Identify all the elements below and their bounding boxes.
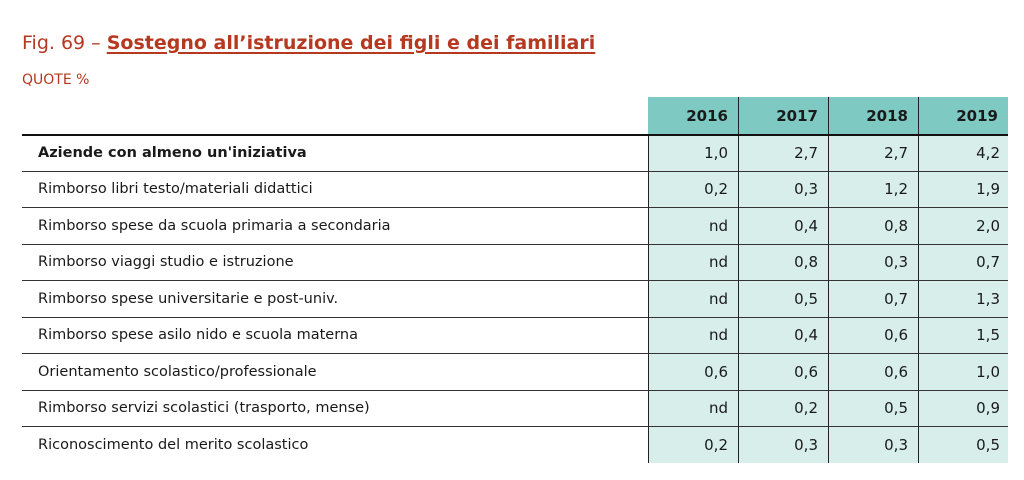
table-cell: 0,4 <box>738 208 828 244</box>
table-cell: 0,6 <box>828 317 918 353</box>
table-cell: 0,5 <box>918 427 1008 463</box>
figure-number: Fig. 69 – <box>22 32 101 54</box>
table-cell: 0,8 <box>738 244 828 280</box>
table-cell: 0,8 <box>828 208 918 244</box>
row-label: Rimborso spese da scuola primaria a seco… <box>38 217 391 234</box>
figure-title: Fig. 69 – Sostegno all’istruzione dei fi… <box>22 32 595 54</box>
table-cell: 0,6 <box>828 354 918 390</box>
table-row: Rimborso spese universitarie e post-univ… <box>22 280 1008 317</box>
table-cell: nd <box>648 317 738 353</box>
column-header: 2018 <box>828 97 918 134</box>
figure-title-text: Sostegno all’istruzione dei figli e dei … <box>106 32 596 54</box>
row-label: Rimborso servizi scolastici (trasporto, … <box>38 400 370 417</box>
header-label-cell <box>22 97 648 134</box>
table-cell: nd <box>648 208 738 244</box>
table-header-row: 2016 2017 2018 2019 <box>22 97 1008 134</box>
data-table: 2016 2017 2018 2019 Aziende con almeno u… <box>22 97 1008 463</box>
table-row: Rimborso libri testo/materiali didattici… <box>22 170 1008 207</box>
table-cell: 0,3 <box>828 427 918 463</box>
table-cell: 0,7 <box>918 244 1008 280</box>
table-cell: 0,2 <box>648 427 738 463</box>
table-row: Orientamento scolastico/professionale 0,… <box>22 353 1008 390</box>
table-cell: nd <box>648 281 738 317</box>
table-cell: 0,2 <box>738 390 828 426</box>
row-label: Rimborso spese universitarie e post-univ… <box>38 290 339 307</box>
row-label: Rimborso viaggi studio e istruzione <box>38 254 294 271</box>
column-header: 2016 <box>648 97 738 134</box>
table-cell: 0,5 <box>828 390 918 426</box>
table-cell: 0,7 <box>828 281 918 317</box>
table-cell: 0,2 <box>648 171 738 207</box>
figure-subtitle: QUOTE % <box>22 72 90 88</box>
table-row: Riconoscimento del merito scolastico 0,2… <box>22 426 1008 463</box>
row-label: Rimborso libri testo/materiali didattici <box>38 181 313 198</box>
table-cell: nd <box>648 244 738 280</box>
table-cell: 0,4 <box>738 317 828 353</box>
table-row: Aziende con almeno un'iniziativa 1,0 2,7… <box>22 134 1008 171</box>
table-cell: 0,3 <box>738 427 828 463</box>
row-label: Aziende con almeno un'iniziativa <box>38 145 307 162</box>
table-cell: 0,5 <box>738 281 828 317</box>
column-header: 2017 <box>738 97 828 134</box>
table-cell: 1,9 <box>918 171 1008 207</box>
table-row: Rimborso servizi scolastici (trasporto, … <box>22 389 1008 426</box>
table-cell: 1,0 <box>918 354 1008 390</box>
table-cell: 1,5 <box>918 317 1008 353</box>
table-cell: 0,3 <box>828 244 918 280</box>
table-row: Rimborso spese asilo nido e scuola mater… <box>22 316 1008 353</box>
table-cell: 2,7 <box>828 136 918 171</box>
row-label: Rimborso spese asilo nido e scuola mater… <box>38 327 358 344</box>
row-label: Riconoscimento del merito scolastico <box>38 436 309 453</box>
table-cell: 4,2 <box>918 136 1008 171</box>
column-header: 2019 <box>918 97 1008 134</box>
table-cell: 2,0 <box>918 208 1008 244</box>
table-cell: 0,3 <box>738 171 828 207</box>
table-cell: 1,2 <box>828 171 918 207</box>
table-cell: 1,3 <box>918 281 1008 317</box>
table-cell: nd <box>648 390 738 426</box>
row-label: Orientamento scolastico/professionale <box>38 363 317 380</box>
table-cell: 1,0 <box>648 136 738 171</box>
table-cell: 0,9 <box>918 390 1008 426</box>
table-cell: 0,6 <box>648 354 738 390</box>
table-row: Rimborso spese da scuola primaria a seco… <box>22 207 1008 244</box>
table-cell: 2,7 <box>738 136 828 171</box>
table-row: Rimborso viaggi studio e istruzione nd 0… <box>22 243 1008 280</box>
table-cell: 0,6 <box>738 354 828 390</box>
